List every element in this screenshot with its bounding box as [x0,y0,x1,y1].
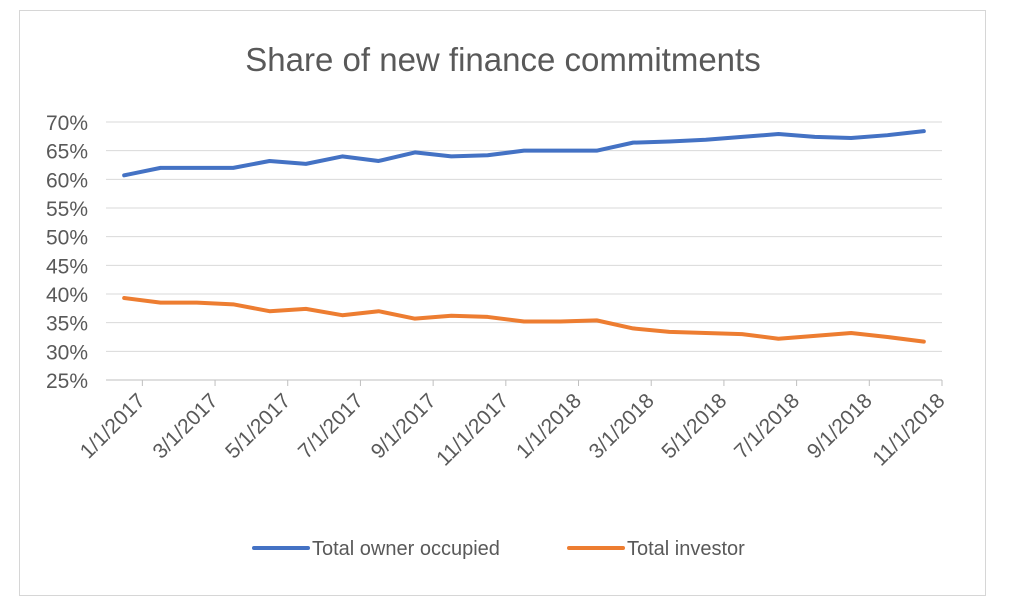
y-tick-label: 30% [46,341,88,364]
line-chart: Share of new finance commitments 25% 30% 3… [46,41,950,560]
chart-title: Share of new finance commitments [245,41,760,78]
y-tick-label: 65% [46,141,88,164]
x-tick-label: 5/1/2017 [221,389,295,463]
x-tick-label: 5/1/2018 [657,389,731,463]
y-tick-label: 50% [46,227,88,250]
x-tick-label: 3/1/2018 [585,389,659,463]
legend: Total owner occupied Total investor [252,538,745,560]
x-tick-label: 7/1/2018 [730,389,804,463]
y-tick-label: 60% [46,169,88,192]
x-tick-label: 9/1/2017 [367,389,441,463]
x-tick-label: 1/1/2018 [512,389,586,463]
series-line-investor [122,296,926,344]
y-tick-label: 55% [46,198,88,221]
y-tick-label: 45% [46,255,88,278]
legend-label-investor: Total investor [627,538,745,560]
series-line-owner-occupied [122,129,926,178]
legend-label-owner-occupied: Total owner occupied [312,538,500,560]
y-tick-label: 25% [46,370,88,393]
series-lines [122,129,926,344]
x-tick-label: 3/1/2017 [149,389,223,463]
x-tick-label: 11/1/2017 [432,389,513,470]
y-tick-label: 40% [46,284,88,307]
y-tick-label: 35% [46,313,88,336]
y-tick-label: 70% [46,112,88,135]
x-tick-label: 9/1/2018 [803,389,877,463]
y-axis-ticks: 25% 30% 35% 40% 45% 50% 55% 60% 65% 70% [46,112,88,393]
x-tick-label: 1/1/2017 [76,389,150,463]
x-tick-label: 11/1/2018 [868,389,949,470]
gridlines [106,121,942,381]
x-tick-label: 7/1/2017 [294,389,368,463]
x-axis-ticks: 1/1/20173/1/20175/1/20177/1/20179/1/2017… [76,380,950,471]
chart-frame: Share of new finance commitments 25% 30% 3… [19,10,986,596]
